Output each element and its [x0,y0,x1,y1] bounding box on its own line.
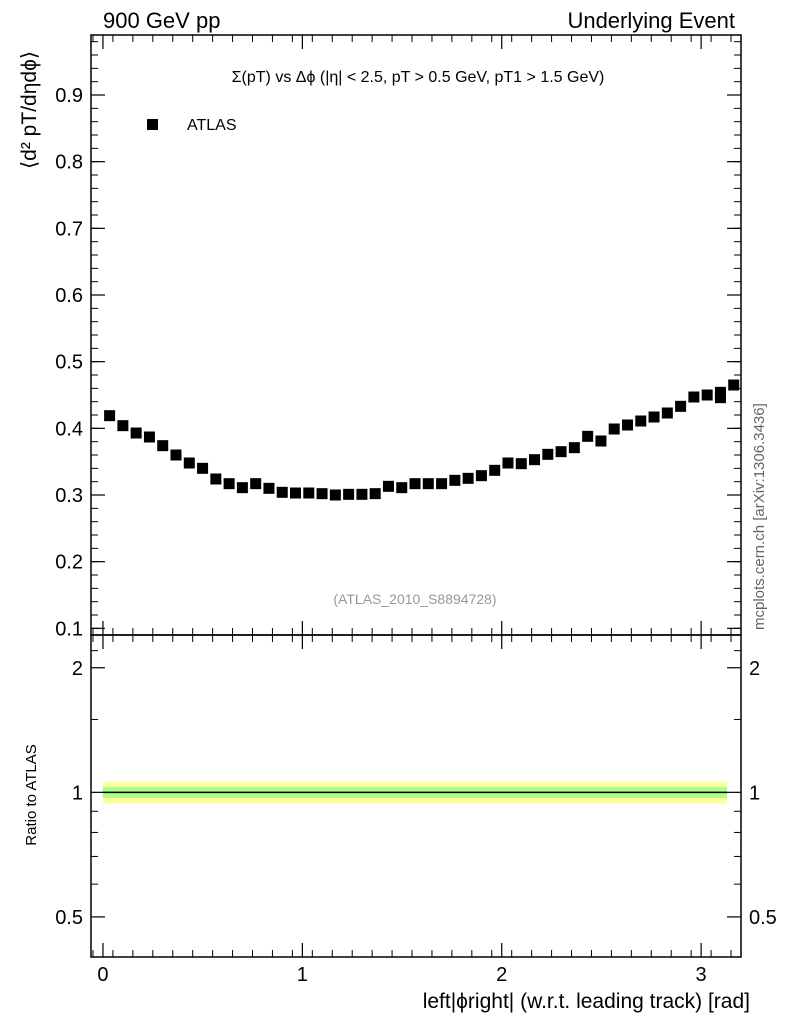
data-point [236,482,248,494]
ratio-tick-label-left: 2 [72,658,83,680]
y-tick-label: 0.6 [55,285,83,307]
ratio-tick-label-right: 0.5 [749,907,777,929]
data-point [621,419,633,431]
data-point [104,410,116,422]
y-tick-label: 0.3 [55,485,83,507]
data-point [475,470,487,482]
chart-title: Σ(pT) vs Δϕ (|η| < 2.5, pT > 0.5 GeV, pT… [232,69,605,86]
data-point [369,488,381,500]
data-point [728,379,740,391]
y-axis-ticks: 0.1 0.2 0.3 0.4 0.5 0.6 0.7 0.8 0.9 [55,41,741,640]
data-points [104,379,740,501]
x-tick-label: 0 [97,964,108,986]
data-point [290,487,302,499]
data-point [263,482,275,494]
data-point [502,457,514,469]
data-point [183,457,195,469]
data-point [396,482,408,494]
data-point [303,487,315,499]
data-point [582,430,594,442]
data-point [568,442,580,454]
y-tick-label: 0.8 [55,152,83,174]
data-point [250,478,262,490]
data-point [635,415,647,427]
side-source-label: mcplots.cern.ch [arXiv:1306.3436] [751,403,768,630]
data-point [382,480,394,492]
data-point [117,420,129,432]
legend-label-atlas: ATLAS [187,117,237,134]
data-point [675,400,687,412]
data-point [661,407,673,419]
ratio-tick-label-right: 2 [749,658,760,680]
data-point [529,454,541,466]
y-tick-label: 0.2 [55,552,83,574]
data-point [143,431,155,443]
y-axis-label: ⟨d² pT/dηdϕ⟩ [18,51,41,169]
data-point [422,478,434,490]
data-point [157,440,169,452]
data-point [714,386,726,398]
data-point [449,474,461,486]
data-point [515,458,527,470]
data-point [223,478,235,490]
data-point [210,473,222,485]
data-point [648,411,660,423]
x-axis-ticks: 0 1 2 3 [92,35,732,986]
data-point [489,464,501,476]
analysis-watermark: (ATLAS_2010_S8894728) [333,591,496,607]
data-point [409,478,421,490]
y-tick-label: 0.9 [55,85,83,107]
data-point [436,478,448,490]
data-point [316,488,328,500]
y-tick-label: 0.4 [55,418,83,440]
data-point [608,423,620,435]
x-tick-label: 1 [297,964,308,986]
data-point [542,448,554,460]
data-point [356,488,368,500]
x-tick-label: 3 [696,964,707,986]
data-point [276,486,288,498]
legend-marker-atlas [147,119,158,130]
y-tick-label: 0.7 [55,218,83,240]
data-point [595,435,607,447]
data-point [170,449,182,461]
y-tick-label: 0.5 [55,352,83,374]
ratio-y-axis-label: Ratio to ATLAS [23,744,40,845]
ratio-tick-label-left: 1 [72,782,83,804]
ratio-plot-frame [90,634,742,958]
ratio-axis-ticks: 0.5 0.5 1 1 2 2 [55,650,777,929]
data-point [130,427,142,439]
y-tick-label: 0.1 [55,618,83,640]
data-point [329,489,341,501]
ratio-tick-label-right: 1 [749,782,760,804]
header-right: Underlying Event [567,8,735,33]
data-point [688,391,700,403]
data-point [555,446,567,458]
x-tick-label: 2 [496,964,507,986]
data-point [197,462,209,474]
ratio-tick-label-left: 0.5 [55,907,83,929]
header-left: 900 GeV pp [103,8,220,33]
data-point [462,472,474,484]
x-axis-label: left|ϕright| (w.r.t. leading track) [rad… [423,990,750,1013]
data-point [343,488,355,500]
data-point [701,389,713,401]
